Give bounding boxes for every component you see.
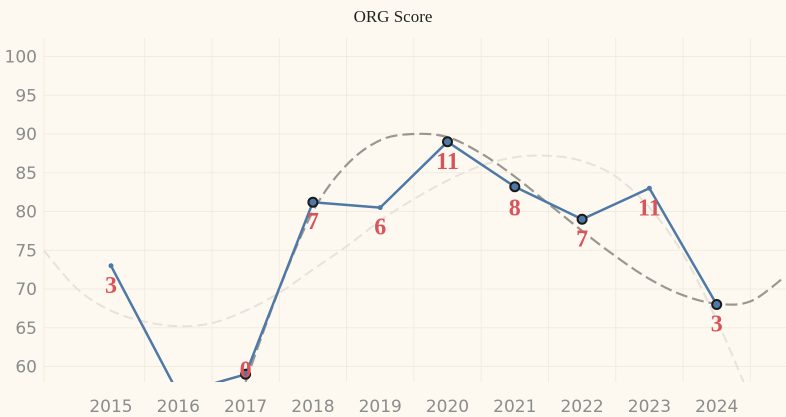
data-point	[377, 205, 383, 211]
data-label: 7	[307, 209, 319, 235]
y-axis-ticks: 60 65 70 75 80 85 90 95 100	[5, 48, 37, 378]
y-tick-label: 80	[15, 203, 37, 223]
data-point	[108, 263, 114, 269]
data-point-marker	[509, 181, 521, 193]
data-label: 0	[240, 357, 252, 383]
data-label: 11	[436, 149, 459, 175]
y-tick-label: 90	[15, 125, 37, 145]
x-tick-label: 2022	[560, 397, 603, 417]
data-label: 3	[105, 273, 117, 299]
x-tick-label: 2017	[224, 397, 267, 417]
series-line	[109, 140, 718, 382]
data-point	[646, 185, 652, 191]
y-tick-label: 100	[5, 48, 37, 68]
x-tick-label: 2020	[426, 397, 469, 417]
x-axis-ticks: 2015 2016 2017 2018 2019 2020 2021 2022 2023 2024	[89, 397, 738, 417]
y-tick-label: 85	[15, 164, 37, 184]
y-tick-label: 95	[15, 86, 37, 106]
x-tick-label: 2024	[695, 397, 738, 417]
data-label: 6	[374, 215, 386, 241]
data-label: 3	[711, 312, 723, 338]
x-tick-label: 2023	[628, 397, 671, 417]
data-point-marker	[711, 299, 723, 310]
trend-curve	[244, 132, 785, 382]
chart-title: ORG Score	[354, 7, 433, 26]
data-label: 11	[638, 195, 661, 221]
grid-lines	[43, 38, 786, 382]
y-tick-label: 75	[15, 241, 37, 261]
data-point	[176, 391, 181, 396]
data-label: 8	[509, 196, 521, 222]
x-tick-label: 2018	[291, 397, 334, 417]
data-label: 7	[576, 226, 588, 252]
data-labels: 3 0 7 6 11 8 7 11 3	[105, 149, 723, 384]
score-series	[108, 136, 723, 396]
x-tick-label: 2019	[359, 397, 402, 417]
x-tick-label: 2016	[157, 397, 200, 417]
x-tick-label: 2021	[493, 397, 536, 417]
data-point-marker	[240, 368, 252, 380]
trend-curves	[44, 132, 785, 382]
data-point-marker	[442, 136, 453, 148]
y-tick-label: 70	[15, 280, 37, 300]
y-tick-label: 60	[15, 358, 37, 378]
y-tick-label: 65	[15, 319, 37, 339]
data-point-marker	[576, 213, 588, 225]
x-tick-label: 2015	[89, 397, 132, 417]
trend-curve	[44, 154, 745, 382]
data-point-marker	[307, 196, 319, 208]
